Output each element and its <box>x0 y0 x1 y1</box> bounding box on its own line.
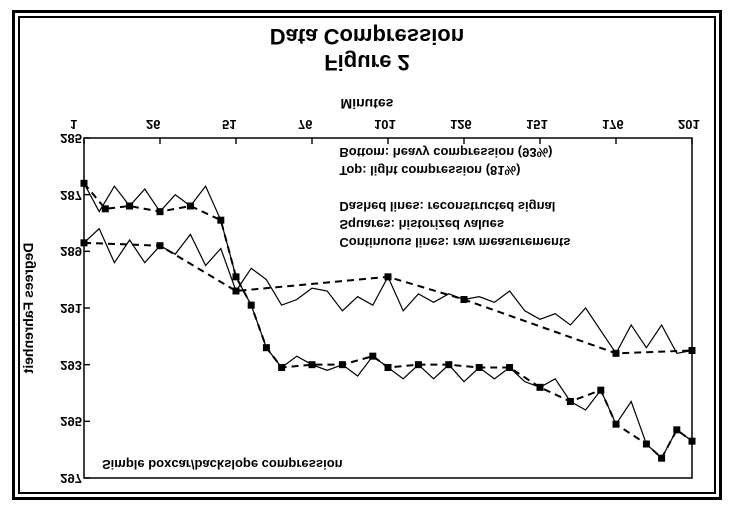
y-tick-label: 285 <box>60 131 82 146</box>
y-tick-label: 287 <box>60 188 82 203</box>
x-tick-label: 51 <box>222 117 236 132</box>
x-tick-label: 101 <box>374 117 396 132</box>
x-tick-label: 151 <box>526 117 548 132</box>
annotation-legend2: Squares: historized values <box>339 217 504 232</box>
plot-svg <box>20 18 710 492</box>
figure-title-line1: Figure 2 <box>20 49 714 74</box>
figure-title-line2: Data Compression <box>20 24 714 49</box>
x-tick-label: 201 <box>678 117 700 132</box>
annotation-bottom-label: Bottom: heavy compression (93%) <box>339 145 552 160</box>
y-tick-label: 291 <box>60 301 82 316</box>
chart-area: Degrees Fahrenheit Minutes Figure 2 Data… <box>20 18 714 492</box>
figure-title-block: Figure 2 Data Compression <box>20 24 714 75</box>
y-tick-label: 295 <box>60 414 82 429</box>
annotation-top-inside: Simple boxcar/backslope compression <box>102 457 343 472</box>
annotation-top-label: Top: light compression (81%) <box>339 163 520 178</box>
y-tick-label: 297 <box>60 471 82 486</box>
x-tick-label: 126 <box>450 117 472 132</box>
annotation-legend3: Dashed lines: reconstructed signal <box>339 199 555 214</box>
figure-outer-frame: Degrees Fahrenheit Minutes Figure 2 Data… <box>12 10 722 500</box>
annotation-legend1: Continuous lines: raw measurements <box>339 235 570 250</box>
x-tick-label: 176 <box>602 117 624 132</box>
x-axis-label: Minutes <box>20 96 714 112</box>
x-tick-label: 1 <box>70 117 77 132</box>
figure-inner-frame: Degrees Fahrenheit Minutes Figure 2 Data… <box>18 16 716 494</box>
x-tick-label: 26 <box>146 117 160 132</box>
y-tick-label: 289 <box>60 244 82 259</box>
x-tick-label: 76 <box>298 117 312 132</box>
y-axis-label: Degrees Fahrenheit <box>20 243 36 374</box>
y-tick-label: 293 <box>60 358 82 373</box>
